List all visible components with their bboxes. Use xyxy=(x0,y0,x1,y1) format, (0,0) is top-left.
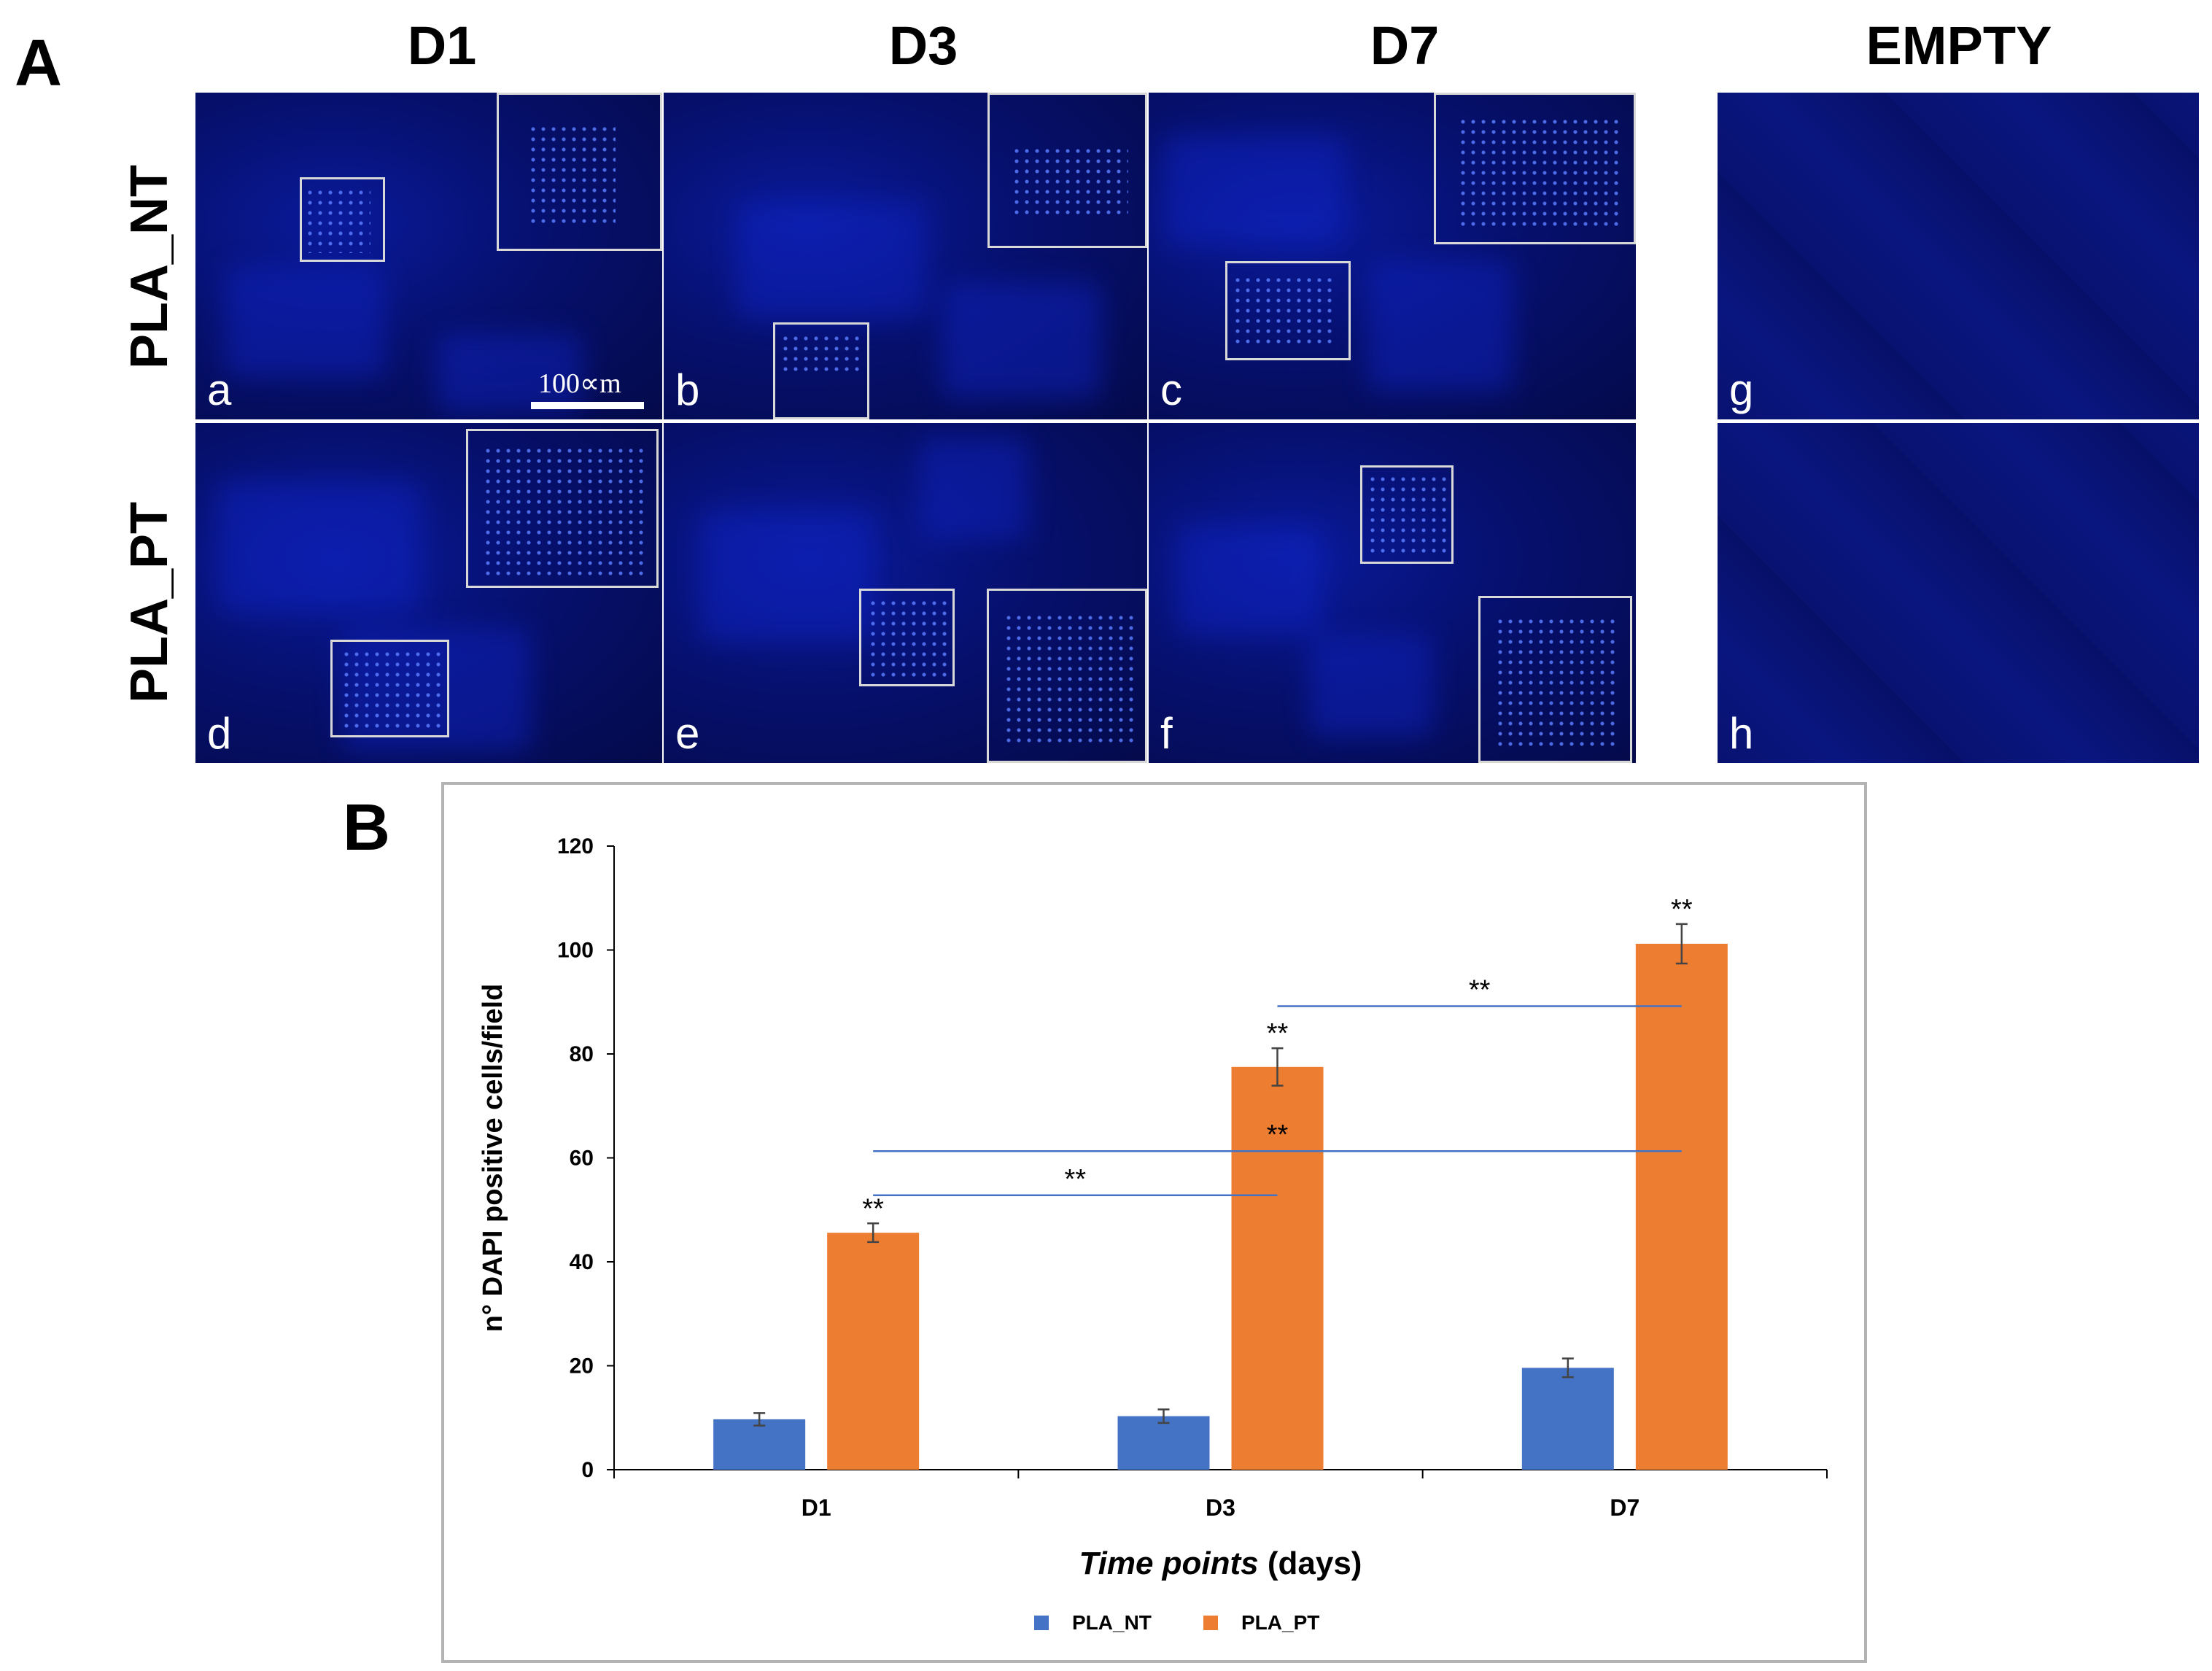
tile-label-f: f xyxy=(1160,709,1173,758)
comparison-label: ** xyxy=(1065,1164,1087,1195)
bar-pla-nt-d3 xyxy=(1117,1416,1210,1470)
tile-label-d: d xyxy=(207,709,232,758)
tile-label-b: b xyxy=(675,365,700,414)
scale-bar xyxy=(531,402,644,409)
roi-box xyxy=(859,589,955,686)
column-title-empty: EMPTY xyxy=(1866,15,2052,76)
y-tick-label: 100 xyxy=(557,939,594,963)
x-tick-label: D1 xyxy=(802,1494,831,1521)
y-tick-label: 20 xyxy=(570,1354,594,1379)
y-tick-label: 40 xyxy=(570,1250,594,1274)
zoom-inset xyxy=(987,93,1147,248)
tile-label-c: c xyxy=(1160,365,1182,414)
zoom-inset xyxy=(466,429,659,588)
tile-label-a: a xyxy=(207,365,232,414)
x-tick-label: D7 xyxy=(1610,1494,1639,1521)
roi-box xyxy=(300,177,385,262)
x-tick-label: D3 xyxy=(1206,1494,1235,1521)
column-title-d3: D3 xyxy=(888,15,958,76)
legend-swatch-pla-nt xyxy=(1034,1616,1049,1630)
x-axis-label: Time points (days) xyxy=(1079,1546,1362,1581)
comparison-label: ** xyxy=(1469,974,1491,1005)
chart-frame xyxy=(441,782,1867,1663)
zoom-inset xyxy=(1478,596,1632,763)
micrograph-g: g xyxy=(1718,93,2199,419)
y-tick-label: 0 xyxy=(581,1458,594,1482)
panel-a-letter: A xyxy=(15,27,62,100)
y-tick-label: 120 xyxy=(557,834,594,858)
micrograph-f: f xyxy=(1149,423,1636,763)
zoom-inset xyxy=(497,93,662,251)
legend-label-pla-pt: PLA_PT xyxy=(1241,1611,1319,1634)
panel-b-letter: B xyxy=(343,791,390,864)
significance-label: ** xyxy=(862,1193,884,1224)
micrograph-h: h xyxy=(1718,423,2199,763)
micrograph-d: d xyxy=(195,423,662,763)
bar-pla-pt-d1 xyxy=(827,1233,920,1470)
roi-box xyxy=(1225,261,1351,360)
x-axis-label-italic: Time points xyxy=(1079,1546,1259,1581)
y-tick-label: 60 xyxy=(570,1147,594,1171)
tile-label-g: g xyxy=(1729,365,1754,414)
y-axis-label: n° DAPI positive cells/field xyxy=(478,984,508,1333)
micrograph-a: 100∝m a xyxy=(195,93,662,419)
roi-box xyxy=(773,322,869,419)
x-axis-label-units: (days) xyxy=(1259,1546,1362,1581)
bar-pla-pt-d7 xyxy=(1635,943,1728,1470)
column-title-d1: D1 xyxy=(407,15,477,76)
bar-pla-nt-d1 xyxy=(713,1419,806,1470)
significance-label: ** xyxy=(1267,1018,1289,1049)
significance-label: ** xyxy=(1671,894,1693,925)
zoom-inset xyxy=(987,589,1147,763)
tile-label-e: e xyxy=(675,709,700,758)
micrograph-c: c xyxy=(1149,93,1636,419)
column-title-d7: D7 xyxy=(1370,15,1440,76)
zoom-inset xyxy=(1434,93,1636,244)
legend-swatch-pla-pt xyxy=(1203,1616,1218,1630)
tile-label-h: h xyxy=(1729,709,1754,758)
scale-bar-label: 100∝m xyxy=(538,368,621,399)
micrograph-e: e xyxy=(664,423,1147,763)
legend-label-pla-nt: PLA_NT xyxy=(1072,1611,1152,1634)
bar-pla-nt-d7 xyxy=(1521,1368,1614,1470)
micrograph-b: b xyxy=(664,93,1147,419)
roi-box xyxy=(330,640,449,737)
roi-box xyxy=(1360,465,1454,564)
comparison-label: ** xyxy=(1267,1120,1289,1150)
y-tick-label: 80 xyxy=(570,1042,594,1066)
bar-pla-pt-d3 xyxy=(1231,1066,1324,1470)
